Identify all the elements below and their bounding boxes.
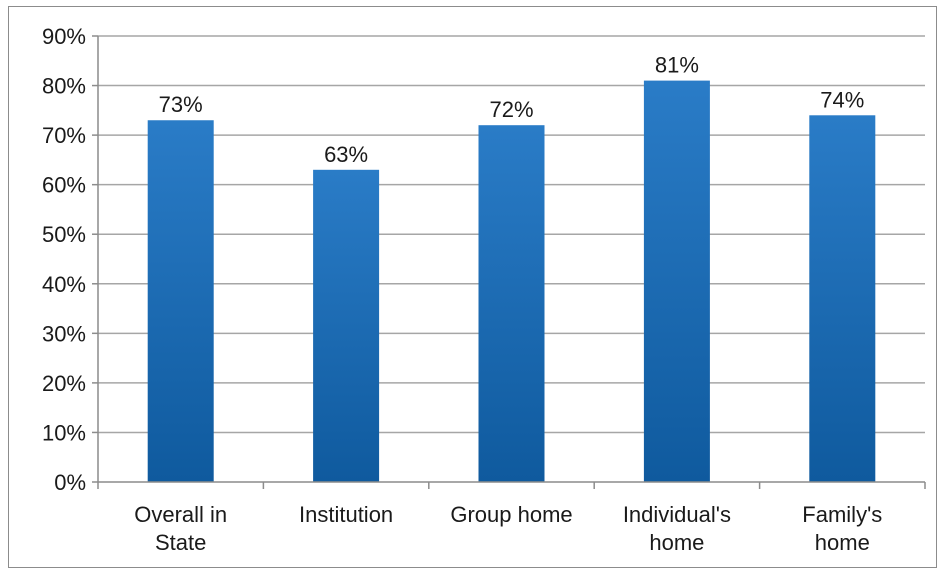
x-category-label: Individual's home: [623, 502, 731, 555]
y-tick-label: 0%: [54, 470, 86, 495]
x-category-label: Overall in State: [134, 502, 227, 555]
data-label: 72%: [489, 97, 533, 122]
bar: [313, 169, 380, 483]
x-category-label: Group home: [450, 502, 572, 527]
y-tick-label: 60%: [42, 173, 86, 198]
y-tick-label: 40%: [42, 272, 86, 297]
y-tick-label: 90%: [42, 24, 86, 49]
bar: [147, 120, 214, 482]
data-labels: 73% 63% 72% 81% 74%: [159, 53, 865, 167]
y-tick-label: 10%: [42, 420, 86, 445]
y-tick-label: 30%: [42, 321, 86, 346]
x-category-label: Family's home: [802, 502, 882, 555]
y-axis-tick-labels: 0% 10% 20% 30% 40% 50% 60% 70% 80% 90%: [42, 24, 86, 495]
y-tick-label: 70%: [42, 123, 86, 148]
bar: [478, 125, 545, 482]
bar: [809, 115, 876, 483]
y-tick-label: 80%: [42, 74, 86, 99]
data-label: 81%: [655, 53, 699, 78]
bar: [643, 80, 710, 482]
x-axis-category-labels: Overall in State Institution Group home Indi…: [134, 502, 882, 555]
data-label: 63%: [324, 142, 368, 167]
axes: [97, 36, 926, 489]
x-category-label: Institution: [299, 502, 393, 527]
bars: [147, 80, 876, 483]
data-label: 74%: [820, 87, 864, 112]
y-tick-label: 20%: [42, 371, 86, 396]
data-label: 73%: [159, 92, 203, 117]
y-tick-label: 50%: [42, 222, 86, 247]
